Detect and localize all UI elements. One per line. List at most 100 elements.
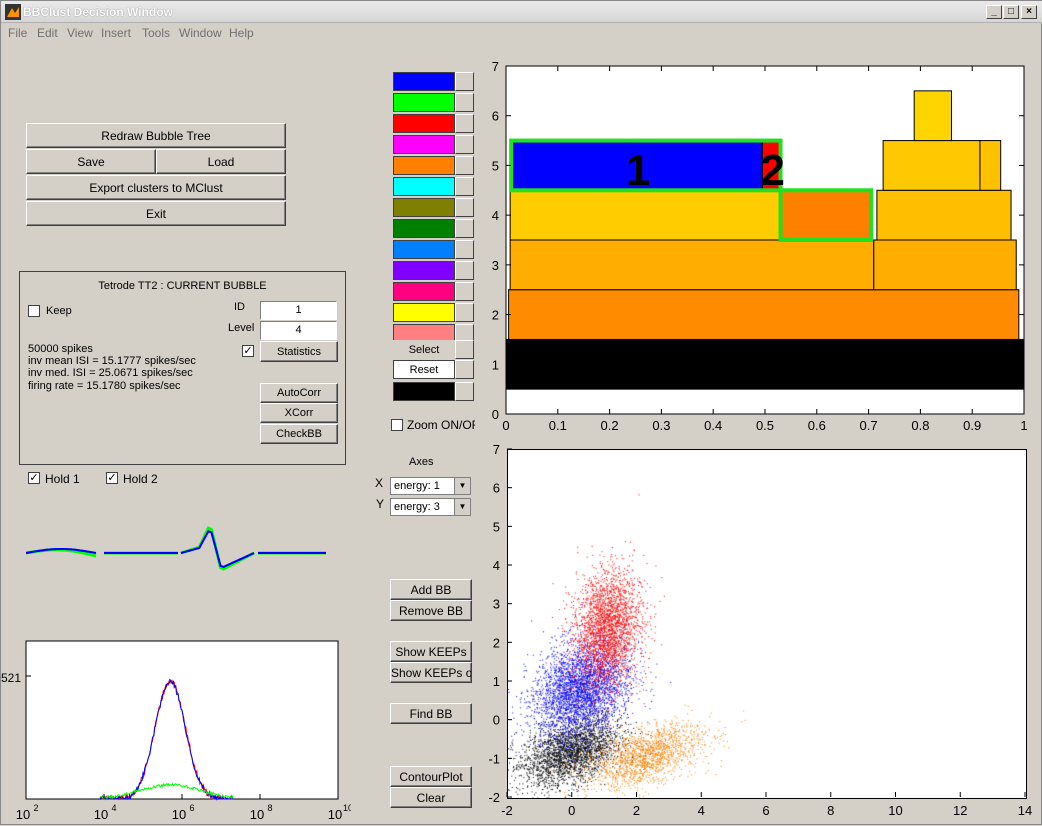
palette-button-7[interactable]	[455, 219, 474, 238]
autocorr-button[interactable]: AutoCorr	[260, 383, 338, 403]
bubble-box-10	[979, 140, 1002, 191]
scatter-ytick-label-8: 6	[493, 481, 500, 496]
palette-color-7[interactable]	[393, 219, 455, 238]
scatter-ytick-label-6: 4	[493, 558, 500, 573]
bubble-box-6	[876, 189, 1012, 241]
y-axis-select-value: energy: 3	[394, 501, 440, 513]
show-keeps-button[interactable]: Show KEEPs	[390, 641, 472, 662]
palette-button-3[interactable]	[455, 135, 474, 154]
menu-view[interactable]: View	[67, 26, 93, 40]
palette-button-6[interactable]	[455, 198, 474, 217]
palette-button-5[interactable]	[455, 177, 474, 196]
palette-color-6[interactable]	[393, 198, 455, 217]
chevron-down-icon[interactable]: ▼	[454, 499, 470, 515]
minimize-button[interactable]: _	[986, 5, 1002, 19]
show-keeps-only-button[interactable]: Show KEEPs only	[390, 662, 472, 683]
reset-button[interactable]: Reset	[393, 360, 455, 379]
zoom-checkbox[interactable]	[391, 419, 403, 431]
palette-color-3[interactable]	[393, 135, 455, 154]
scatter-ytick-label-9: 7	[493, 442, 500, 457]
exit-button[interactable]: Exit	[26, 201, 286, 226]
xcorr-button[interactable]: XCorr	[260, 403, 338, 423]
title-bar[interactable]: BBClust Decision Window _ □ ×	[1, 1, 1042, 23]
clear-button[interactable]: Clear	[390, 787, 472, 808]
scatter-xtick-label-6: 10	[888, 803, 902, 818]
palette-color-2[interactable]	[393, 114, 455, 133]
scatter-ytick-label-5: 3	[493, 597, 500, 612]
tree-xtick-label-1: 0.1	[549, 418, 567, 433]
isi-plot-area	[25, 640, 339, 800]
statistics-button[interactable]: Statistics	[260, 341, 338, 362]
palette-button-8[interactable]	[455, 240, 474, 259]
x-axis-select-value: energy: 1	[394, 480, 440, 492]
tree-xtick-label-5: 0.5	[756, 418, 774, 433]
selected-color-button[interactable]	[455, 382, 474, 401]
hold2-label: Hold 2	[123, 472, 158, 486]
tree-ytick-label-2: 2	[492, 308, 499, 323]
isi-y-tick: 521	[1, 671, 22, 685]
palette-button-10[interactable]	[455, 282, 474, 301]
stats-line-spikes: 50000 spikes	[28, 343, 93, 355]
palette-color-0[interactable]	[393, 72, 455, 91]
axes-x-label: X	[375, 476, 384, 490]
menu-window[interactable]: Window	[179, 26, 222, 40]
palette-color-1[interactable]	[393, 93, 455, 112]
menu-file[interactable]: File	[8, 26, 28, 40]
hold2-checkbox[interactable]: ✓	[106, 472, 118, 484]
x-axis-select[interactable]: energy: 1 ▼	[390, 477, 471, 495]
palette-button-2[interactable]	[455, 114, 474, 133]
palette-color-4[interactable]	[393, 156, 455, 175]
menu-edit[interactable]: Edit	[37, 26, 58, 40]
checkbb-button[interactable]: CheckBB	[260, 424, 338, 444]
palette-color-8[interactable]	[393, 240, 455, 259]
y-axis-select[interactable]: energy: 3 ▼	[390, 498, 471, 516]
contourplot-button[interactable]: ContourPlot	[390, 766, 472, 787]
palette-color-5[interactable]	[393, 177, 455, 196]
menu-bar: File Edit View Insert Tools Window Help	[1, 23, 1042, 43]
tree-xtick-label-6: 0.6	[808, 418, 826, 433]
reset-side-button[interactable]	[455, 360, 474, 379]
isi-xtick-label-1: 10	[94, 807, 108, 822]
palette-button-9[interactable]	[455, 261, 474, 280]
level-input[interactable]: 4	[260, 321, 337, 340]
scatter-plot-canvas[interactable]	[507, 449, 1027, 799]
palette-button-0[interactable]	[455, 72, 474, 91]
chevron-down-icon[interactable]: ▼	[454, 478, 470, 494]
select-color-button[interactable]	[455, 340, 474, 359]
tree-xtick-label-7: 0.7	[860, 418, 878, 433]
close-button[interactable]: ×	[1021, 5, 1037, 19]
load-button[interactable]: Load	[156, 149, 286, 174]
palette-color-11[interactable]	[393, 303, 455, 322]
hold1-checkbox[interactable]: ✓	[28, 472, 40, 484]
menu-insert[interactable]: Insert	[101, 26, 132, 40]
redraw-bubble-tree-button[interactable]: Redraw Bubble Tree	[26, 123, 286, 148]
palette-button-1[interactable]	[455, 93, 474, 112]
bubble-box-0	[505, 338, 1025, 390]
bubble-highlight-0	[509, 138, 783, 193]
find-bb-button[interactable]: Find BB	[390, 703, 472, 724]
bubble-highlight-1	[778, 188, 874, 243]
export-clusters-button[interactable]: Export clusters to MClust	[26, 175, 286, 200]
add-bb-button[interactable]: Add BB	[390, 579, 472, 600]
palette-button-11[interactable]	[455, 303, 474, 322]
remove-bb-button[interactable]: Remove BB	[390, 600, 472, 621]
isi-histogram: 10 2 10 4 10 6 10 8 10 10	[16, 640, 351, 822]
scatter-xtick-label-4: 6	[762, 803, 769, 818]
palette-button-4[interactable]	[455, 156, 474, 175]
bubble-label-0: 1	[626, 146, 650, 195]
keep-checkbox[interactable]	[28, 305, 40, 317]
maximize-button[interactable]: □	[1003, 5, 1019, 19]
scatter-ytick-label-1: -1	[488, 751, 500, 766]
tree-xtick-label-0: 0	[502, 418, 509, 433]
palette-color-9[interactable]	[393, 261, 455, 280]
isi-xtick-exp-4: 10	[343, 803, 351, 813]
statistics-checkbox[interactable]: ✓	[242, 345, 254, 357]
menu-tools[interactable]: Tools	[142, 26, 171, 40]
bubble-tree-plot[interactable]: 1 2 0 0.1 0.2 0.3 0.4 0.5 0.6 0.7 0.8 0.9 1 0 1 2 3 4 5 6 7	[481, 56, 1041, 436]
id-input[interactable]: 1	[260, 301, 337, 320]
menu-help[interactable]: Help	[229, 26, 254, 40]
save-button[interactable]: Save	[26, 149, 156, 174]
palette-color-10[interactable]	[393, 282, 455, 301]
